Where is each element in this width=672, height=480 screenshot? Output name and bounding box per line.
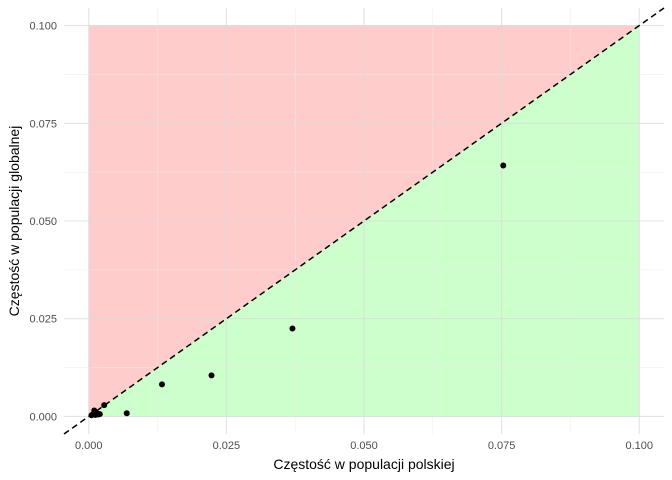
data-point bbox=[208, 372, 215, 379]
data-point bbox=[101, 402, 108, 409]
x-axis-label: Częstość w populacji polskiej bbox=[273, 456, 454, 472]
y-axis-label: Częstość w populacji globalnej bbox=[6, 126, 22, 317]
x-tick-label: 0.100 bbox=[625, 440, 653, 452]
grid-lines bbox=[64, 8, 664, 434]
diagonal-reference-line bbox=[63, 7, 665, 435]
x-tick-label: 0.000 bbox=[75, 440, 103, 452]
y-tick-label: 0.050 bbox=[29, 216, 57, 228]
y-axis-ticks: 0.000 0.025 0.050 0.075 0.100 bbox=[29, 21, 57, 424]
data-points bbox=[88, 162, 507, 419]
data-point bbox=[500, 162, 507, 169]
data-point bbox=[96, 411, 103, 418]
x-tick-label: 0.025 bbox=[213, 440, 241, 452]
x-tick-label: 0.050 bbox=[350, 440, 378, 452]
y-tick-label: 0.075 bbox=[29, 118, 57, 130]
x-axis-ticks: 0.000 0.025 0.050 0.075 0.100 bbox=[75, 440, 653, 452]
y-tick-label: 0.000 bbox=[29, 411, 57, 423]
data-point bbox=[123, 410, 130, 417]
y-tick-label: 0.100 bbox=[29, 21, 57, 33]
y-tick-label: 0.025 bbox=[29, 314, 57, 326]
data-point bbox=[158, 381, 165, 388]
data-point bbox=[91, 407, 98, 414]
x-tick-label: 0.075 bbox=[488, 440, 516, 452]
data-point bbox=[289, 325, 296, 332]
